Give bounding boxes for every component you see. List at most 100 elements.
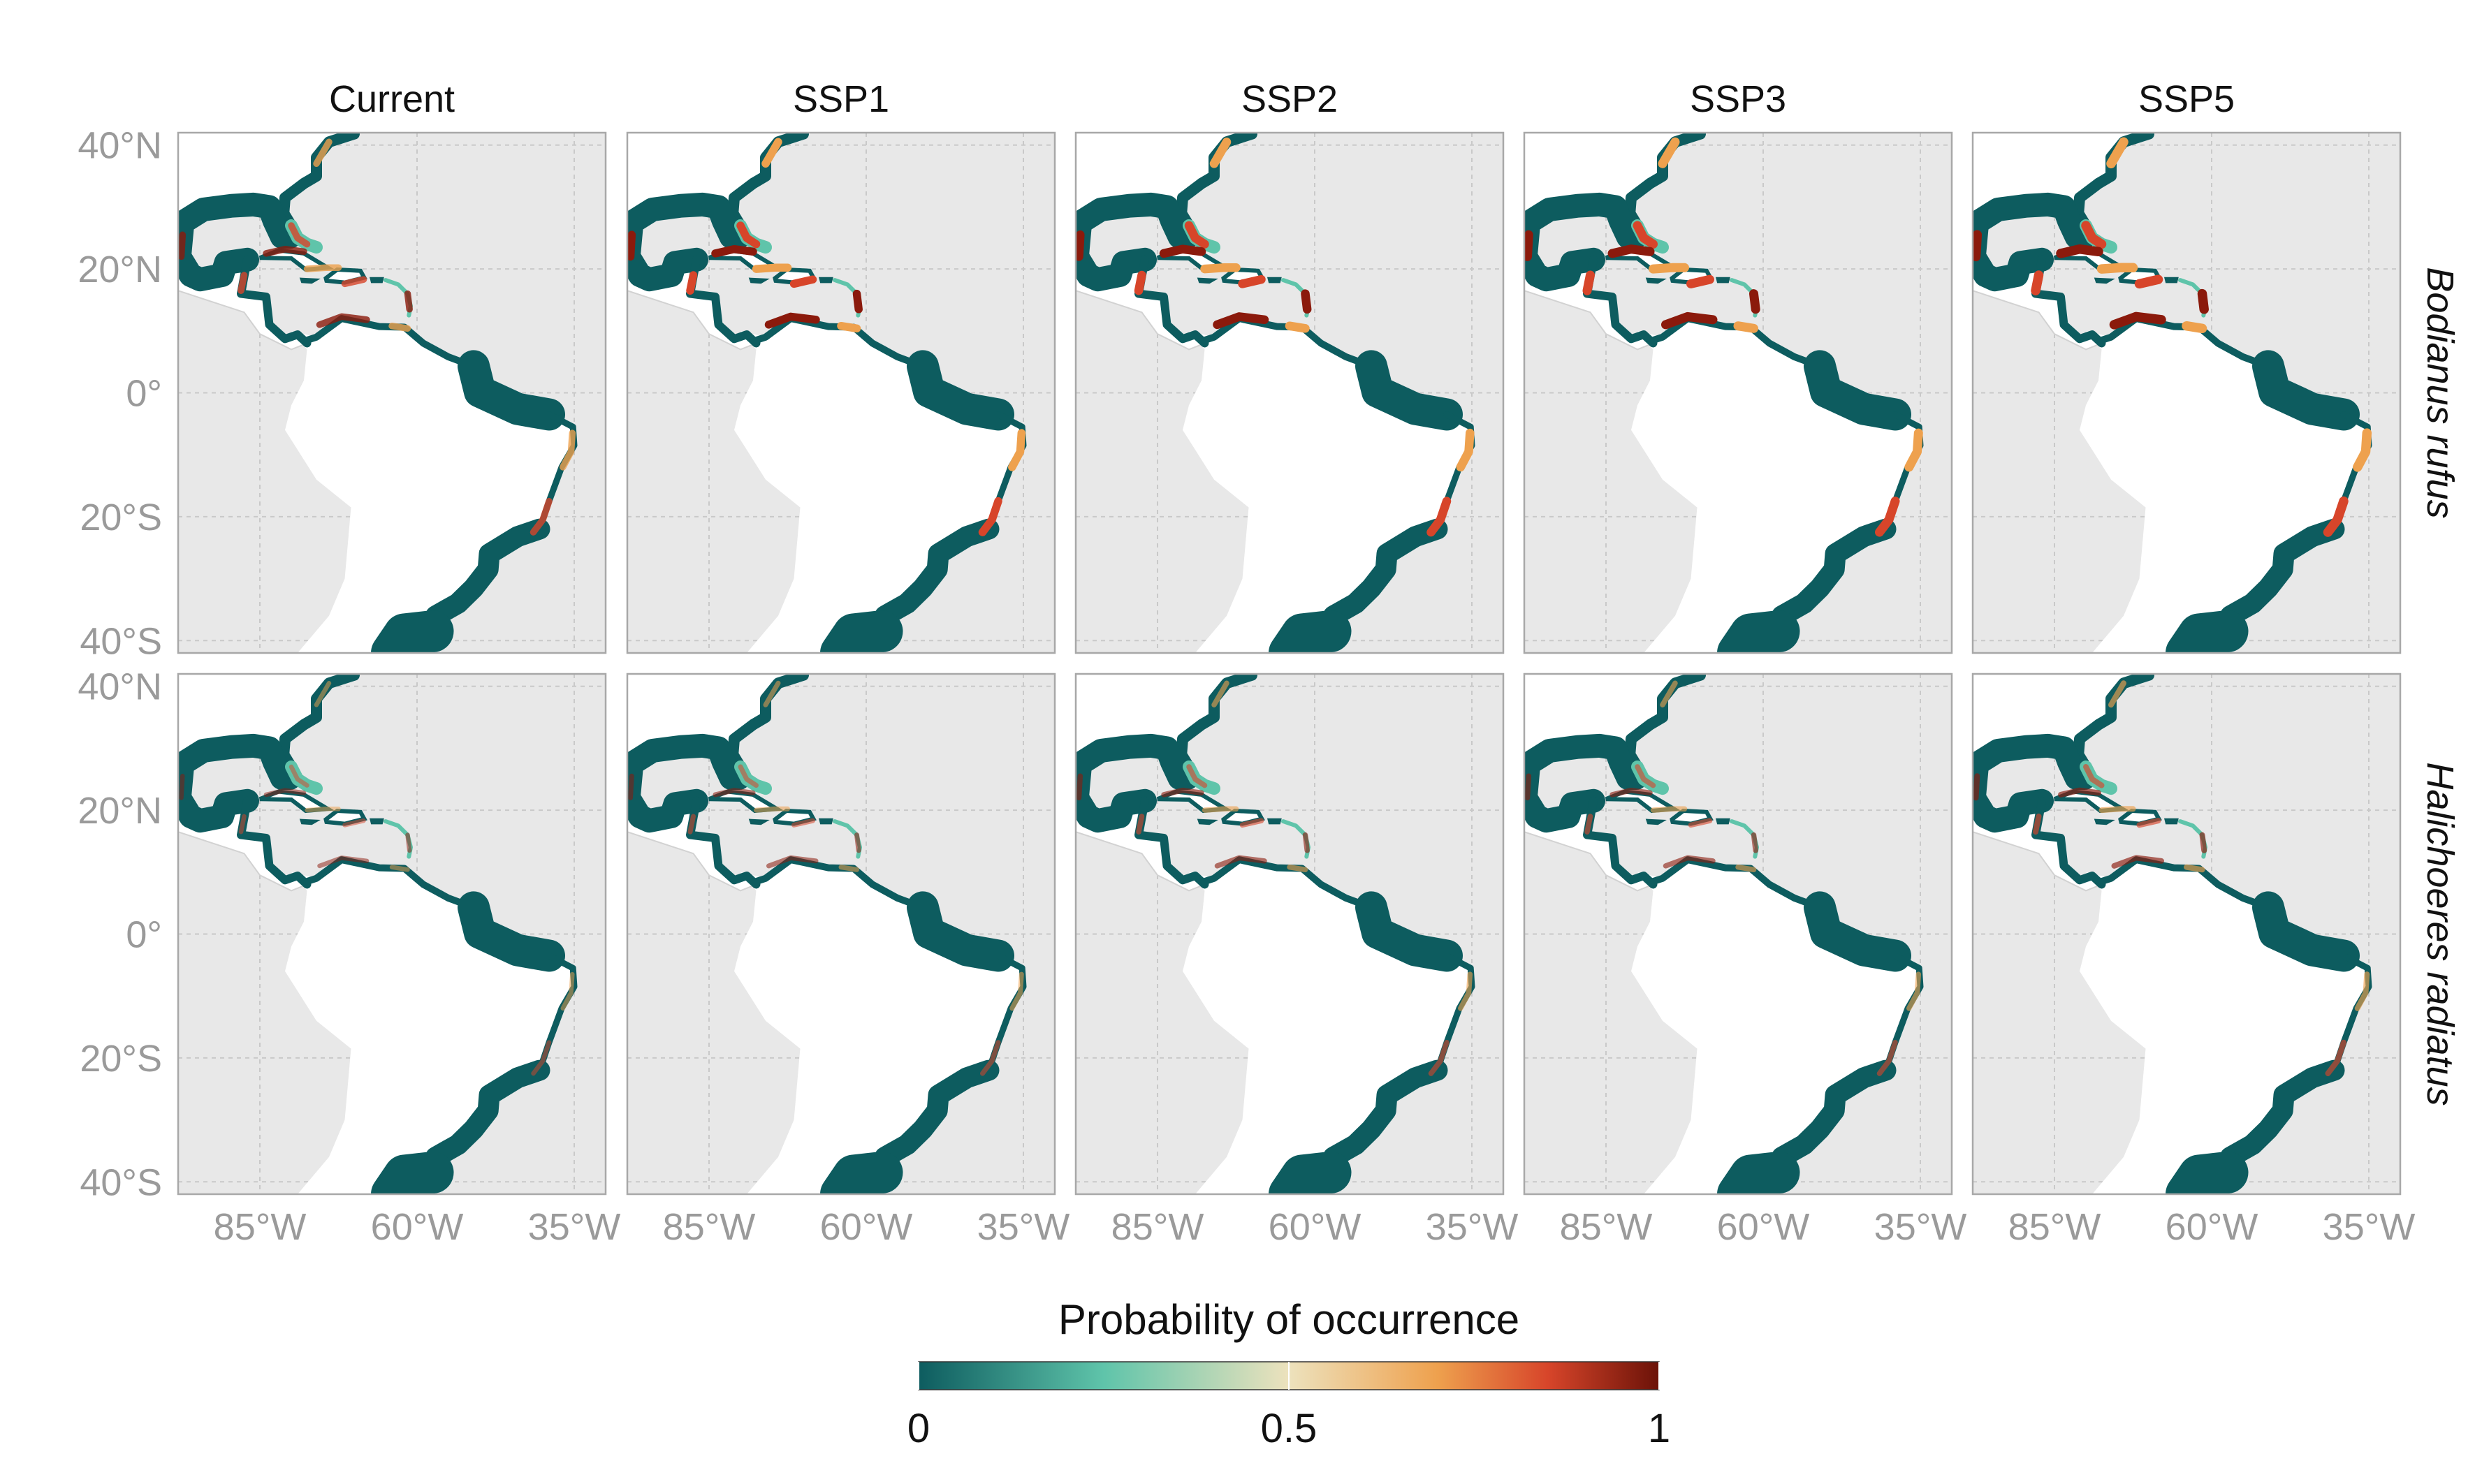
lat-tick-label: 40°S [80, 620, 162, 662]
lon-tick-label: 35°W [2323, 1206, 2416, 1248]
hotspot-segment [313, 138, 333, 168]
hotspot-segment [1426, 497, 1452, 537]
hotspot-segment [238, 814, 247, 835]
high-probability-patches [1524, 680, 1922, 1076]
hotspot-segment [1663, 855, 1716, 869]
hotspot-segment [1735, 864, 1757, 873]
lon-tick-label: 60°W [2166, 1206, 2258, 1248]
hotspot-segment [1973, 773, 1980, 801]
puerto-rico-island [369, 818, 384, 825]
panel-frame [1971, 131, 2402, 654]
amazon-shelf [2252, 350, 2360, 431]
lat-tick-label: 40°S [80, 1161, 162, 1203]
lat-tick-label: 20°N [78, 249, 162, 291]
column-title: SSP2 [1241, 78, 1338, 120]
map-panel-0-4 [1971, 131, 2402, 654]
lat-tick-label: 0° [126, 914, 162, 956]
hotspot-segment [1202, 806, 1239, 813]
hotspot-segment [263, 788, 307, 798]
map-panel-1-3 [1523, 673, 1953, 1196]
gulf-of-mexico-shelf [178, 192, 302, 292]
puerto-rico-island [1715, 818, 1730, 825]
map-content [627, 674, 1055, 1194]
hotspot-segment [2325, 1039, 2346, 1077]
gulf-of-mexico-shelf [1973, 733, 2097, 833]
patagonian-shelf [371, 610, 454, 653]
hotspot-segment [1751, 832, 1758, 853]
legend-ticks: 0 0.5 1 [907, 1362, 1670, 1451]
gulf-of-mexico-shelf [627, 192, 752, 292]
lon-tick-label: 35°W [528, 1206, 621, 1248]
jamaica-island [748, 818, 770, 825]
patagonian-shelf [371, 1152, 454, 1194]
patagonian-shelf [820, 1152, 903, 1194]
hotspot-segment [852, 289, 863, 314]
hotspot-segment [2197, 288, 2209, 314]
jamaica-island [1197, 818, 1218, 825]
hotspot-segment [1428, 1039, 1450, 1076]
column-titles: Current SSP1 SSP2 SSP3 SSP5 [329, 78, 2235, 120]
hotspot-segment [2098, 806, 2136, 814]
map-content [1076, 133, 1503, 653]
hotspot-segment [1733, 321, 1758, 333]
hotspot-segment [288, 222, 311, 248]
lon-tick-label: 85°W [214, 1206, 307, 1248]
gulf-of-mexico-shelf [1973, 192, 2097, 292]
hotspot-segment [686, 271, 698, 295]
hotspot-segment [2058, 787, 2101, 798]
map-panel-0-3 [1523, 131, 1953, 654]
patagonian-shelf [1717, 610, 1800, 653]
hotspot-segment [1184, 221, 1209, 249]
amazon-shelf [907, 350, 1014, 431]
lon-tick-label: 60°W [1717, 1206, 1810, 1248]
hotspot-segment [1213, 312, 1269, 330]
hotspot-segment [1749, 289, 1760, 314]
hotspot-segment [1301, 289, 1312, 314]
puerto-rico-island [1715, 277, 1730, 284]
hotspot-segment [1582, 270, 1595, 295]
legend-tick-label: 0.5 [1261, 1406, 1317, 1451]
lon-tick-label: 35°W [1874, 1206, 1967, 1248]
hotspot-segment [738, 764, 759, 788]
jamaica-island [1645, 277, 1667, 284]
hotspot-segment [2111, 855, 2164, 869]
map-content [1076, 674, 1503, 1194]
hotspot-segment [2353, 428, 2372, 472]
hotspot-segment [1214, 855, 1267, 869]
legend-title: Probability of occurrence [1058, 1296, 1519, 1343]
hotspot-segment [736, 221, 761, 249]
high-probability-patches [1973, 137, 2372, 537]
lon-tick-label: 85°W [1560, 1206, 1653, 1248]
hotspot-segment [388, 322, 411, 332]
hotspot-segment [754, 806, 790, 813]
hotspot-segment [1200, 263, 1241, 274]
hotspot-segment [2136, 818, 2161, 828]
high-probability-patches [178, 138, 576, 536]
hotspot-segment [1008, 429, 1026, 471]
map-panel-0-0 [177, 131, 607, 654]
lat-tick-label: 40°N [78, 125, 162, 167]
jamaica-island [2094, 277, 2115, 284]
hotspot-segment [1635, 764, 1656, 788]
hotspot-segment [764, 312, 820, 329]
hotspot-segment [1211, 680, 1229, 708]
gulf-of-mexico-shelf [1524, 733, 1649, 833]
high-probability-patches [179, 681, 575, 1076]
map-panel-0-1 [626, 131, 1056, 654]
amazon-shelf [907, 891, 1014, 972]
hotspot-segment [1287, 864, 1308, 873]
central-america-shelf [1134, 796, 1209, 889]
puerto-rico-island [818, 277, 833, 284]
lon-tick-label: 35°W [1426, 1206, 1519, 1248]
hotspot-segment [766, 855, 819, 869]
hotspot-segment [838, 865, 859, 872]
hotspot-segment [687, 814, 696, 835]
lon-tick-label: 85°W [2008, 1206, 2101, 1248]
hotspot-segment [1209, 138, 1232, 168]
hotspot-segment [263, 245, 307, 257]
hotspot-segment [1686, 274, 1714, 288]
hotspot-segment [1186, 764, 1208, 788]
hotspot-segment [1609, 787, 1653, 798]
hotspot-segment [314, 681, 332, 707]
longitude-axis: 85°W 60°W 35°W 85°W 60°W 35°W 85°W 60°W 35°W 85°W… [214, 1206, 2416, 1248]
